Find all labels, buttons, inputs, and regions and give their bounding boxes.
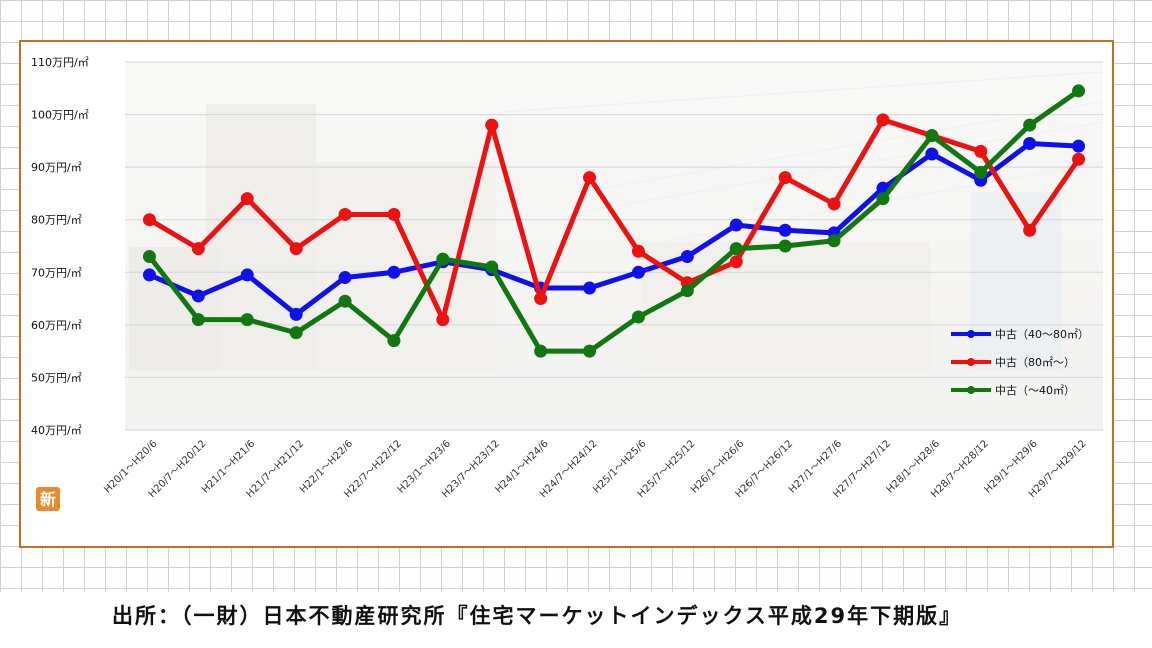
data-point: [876, 113, 890, 127]
data-point: [436, 313, 450, 327]
legend-marker: [967, 330, 975, 338]
data-point: [631, 265, 645, 279]
data-point: [925, 147, 939, 161]
data-point: [583, 344, 597, 358]
chart-frame: 110万円/㎡ 100万円/㎡ 90万円/㎡ 80万円/㎡ 70万円/㎡ 60万円/㎡ 50…: [19, 40, 1114, 548]
data-point: [485, 260, 499, 274]
data-point: [974, 165, 988, 179]
data-point: [631, 310, 645, 324]
data-point: [240, 192, 254, 206]
data-point: [534, 344, 548, 358]
series-2: [142, 113, 1086, 327]
source-citation: 出所：（一財）日本不動産研究所『住宅マーケットインデックス平成29年下期版』: [112, 604, 963, 628]
data-point: [534, 292, 548, 306]
data-point: [436, 252, 450, 266]
data-point: [827, 197, 841, 211]
y-tick-label: 40万円/㎡: [31, 424, 82, 437]
data-point: [1023, 223, 1037, 237]
data-point: [974, 144, 988, 158]
legend-marker: [967, 386, 975, 394]
data-point: [631, 244, 645, 258]
data-point: [1023, 136, 1037, 150]
data-point: [387, 334, 401, 348]
badge-label: 新: [40, 490, 56, 509]
data-point: [191, 313, 205, 327]
data-point: [778, 223, 792, 237]
data-point: [142, 213, 156, 227]
data-point: [338, 294, 352, 308]
badge-icon: 新: [36, 487, 60, 511]
data-point: [1072, 139, 1086, 153]
data-point: [583, 281, 597, 295]
y-tick-label: 60万円/㎡: [31, 319, 82, 332]
data-point: [142, 268, 156, 282]
series-line: [146, 117, 1082, 323]
legend-label: 中古（～40㎡）: [995, 384, 1075, 397]
data-point: [680, 284, 694, 298]
data-point: [1072, 152, 1086, 166]
line-chart: 110万円/㎡ 100万円/㎡ 90万円/㎡ 80万円/㎡ 70万円/㎡ 60万円/㎡ 50…: [31, 56, 1104, 511]
data-point: [680, 250, 694, 264]
background-photo: [125, 62, 1104, 430]
y-tick-label: 50万円/㎡: [31, 371, 82, 384]
data-point: [729, 242, 743, 256]
data-point: [583, 171, 597, 185]
y-tick-label: 100万円/㎡: [31, 109, 89, 122]
data-point: [827, 234, 841, 248]
data-point: [387, 207, 401, 221]
y-gridlines: [125, 61, 1103, 431]
y-tick-label: 90万円/㎡: [31, 161, 82, 174]
legend-marker: [967, 358, 975, 366]
data-point: [289, 307, 303, 321]
data-point: [338, 207, 352, 221]
y-tick-label: 80万円/㎡: [31, 214, 82, 227]
legend-label: 中古（80㎡～）: [995, 356, 1075, 369]
y-tick-label: 110万円/㎡: [31, 56, 89, 69]
y-axis: 110万円/㎡ 100万円/㎡ 90万円/㎡ 80万円/㎡ 70万円/㎡ 60万円/㎡ 50…: [31, 56, 89, 437]
series-line: [146, 140, 1082, 317]
data-point: [191, 289, 205, 303]
source-footer: [0, 592, 1152, 648]
data-point: [289, 242, 303, 256]
legend: 中古（40～80㎡） 中古（80㎡～） 中古（～40㎡）: [951, 328, 1089, 397]
data-point: [338, 271, 352, 285]
series-layer: [142, 84, 1086, 358]
y-tick-label: 70万円/㎡: [31, 266, 82, 279]
series-3: [142, 84, 1086, 358]
series-line: [146, 88, 1082, 354]
data-point: [1072, 84, 1086, 98]
data-point: [729, 218, 743, 232]
data-point: [925, 129, 939, 143]
data-point: [729, 255, 743, 269]
legend-label: 中古（40～80㎡）: [995, 328, 1089, 341]
data-point: [142, 250, 156, 264]
data-point: [485, 118, 499, 132]
data-point: [240, 268, 254, 282]
data-point: [778, 171, 792, 185]
data-point: [387, 265, 401, 279]
data-point: [289, 326, 303, 340]
data-point: [240, 313, 254, 327]
data-point: [876, 192, 890, 206]
data-point: [191, 242, 205, 256]
data-point: [778, 239, 792, 253]
x-axis: H20/1～H20/6H20/7～H20/12H21/1～H21/6H21/7～…: [102, 438, 1088, 500]
data-point: [1023, 118, 1037, 132]
